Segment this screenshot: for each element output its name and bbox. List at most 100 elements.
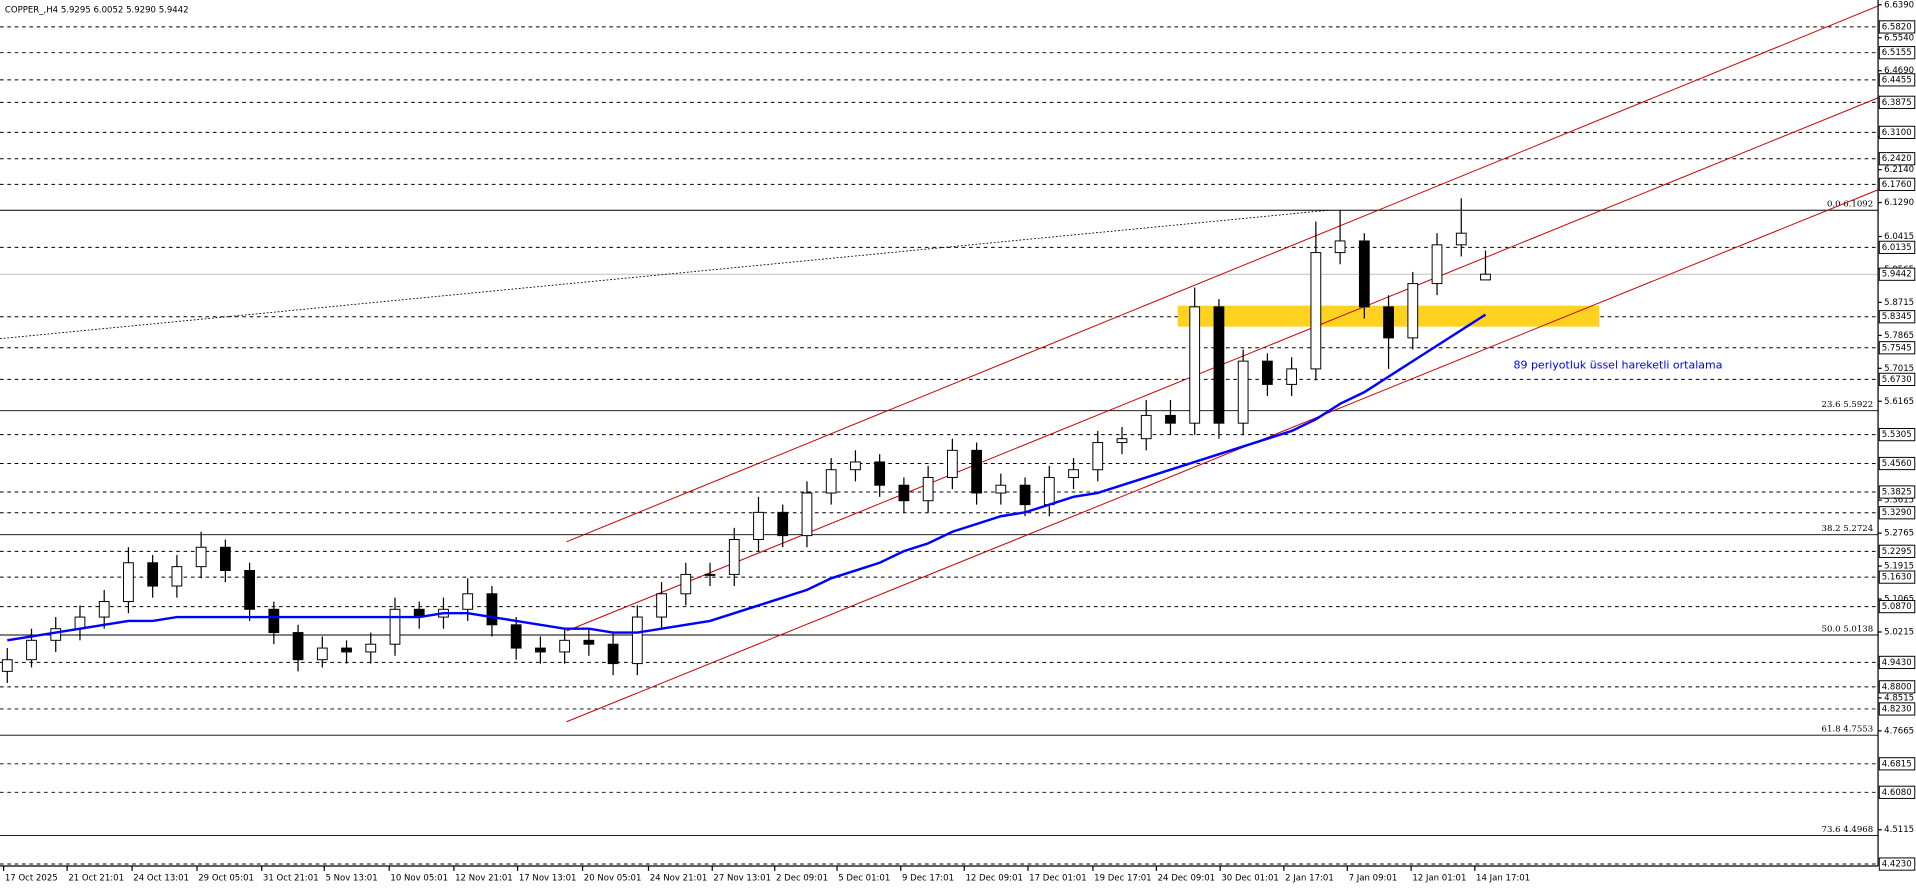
level-label-box [1878, 73, 1916, 87]
candle-body [607, 643, 619, 665]
level-label: 4.6080 [1882, 788, 1912, 798]
x-tick-label: 29 Oct 05:01 [198, 874, 254, 884]
x-tick-label: 17 Dec 01:01 [1029, 874, 1086, 884]
level-label: 5.0870 [1882, 602, 1912, 612]
x-tick-label: 20 Nov 05:01 [584, 874, 642, 884]
x-tick-label: 19 Dec 17:01 [1094, 874, 1151, 884]
fib-label: 0.0 6.1092 [1827, 200, 1873, 210]
candle-body [316, 647, 328, 661]
candle-body [874, 461, 886, 486]
candle-body [801, 492, 813, 537]
x-tick-label: 9 Dec 17:01 [902, 874, 954, 884]
level-label: 4.6815 [1882, 759, 1912, 769]
candle-body [1165, 414, 1176, 424]
x-tick-label: 2 Jan 17:01 [1285, 874, 1334, 884]
level-label: 6.1760 [1882, 180, 1912, 190]
level-label: 5.7545 [1882, 343, 1912, 353]
x-tick-label: 17 Oct 2025 [5, 874, 58, 884]
level-label-box [1878, 125, 1916, 139]
candle-body [1092, 442, 1104, 471]
candle-body [341, 647, 352, 653]
level-label: 5.6730 [1882, 375, 1912, 385]
x-tick-label: 12 Dec 09:01 [965, 874, 1022, 884]
candle-body [535, 647, 546, 653]
level-label-box [1878, 456, 1916, 471]
candle-body [219, 546, 231, 572]
level-label: 4.8800 [1882, 682, 1912, 692]
candle-body [1358, 240, 1370, 308]
candle-body [1068, 469, 1079, 478]
y-tick-label: 5.3615 [1884, 496, 1914, 506]
level-label-box [1878, 757, 1916, 771]
candle-body [50, 628, 62, 641]
candle-body [486, 593, 498, 626]
level-label-box [1878, 570, 1916, 584]
level-label: 6.3875 [1882, 98, 1912, 108]
y-tick-label: 6.6390 [1884, 0, 1914, 10]
level-label: 5.8345 [1882, 312, 1912, 322]
candle-body [583, 639, 595, 645]
x-tick-label: 31 Oct 21:01 [263, 874, 319, 884]
y-tick-label: 5.2765 [1884, 529, 1914, 539]
x-tick-label: 24 Oct 13:01 [133, 874, 189, 884]
x-tick-label: 27 Nov 13:01 [713, 874, 771, 884]
level-label: 4.8230 [1882, 704, 1912, 714]
candle-body [1383, 306, 1394, 339]
level-label-box [1878, 177, 1916, 191]
candle-body [1262, 360, 1273, 385]
candle-body [195, 546, 207, 568]
level-label: 6.2420 [1882, 154, 1912, 164]
current-price-label: 5.9442 [1882, 270, 1912, 280]
candle-body [850, 461, 861, 471]
x-tick-label: 12 Jan 01:01 [1412, 874, 1466, 884]
levels-layer: 0.0 6.1092 23.6 5.5922 38.2 5.2724 50.0 5.0… [0, 26, 1879, 865]
fib-label: 38.2 5.2724 [1822, 524, 1874, 534]
level-label-box [1878, 857, 1916, 871]
candle-body [1140, 414, 1152, 440]
candle-body [244, 570, 255, 610]
ema-annotation: 89 periyotluk üssel hareketli ortalama [1513, 359, 1722, 372]
price-layer [1, 198, 1491, 683]
level-label: 5.1630 [1882, 573, 1912, 583]
candle-body [946, 449, 958, 478]
candle-body [1407, 283, 1419, 339]
fib-label: 73.6 4.4968 [1822, 825, 1874, 835]
candle-body [680, 573, 692, 595]
level-label: 6.0135 [1882, 243, 1912, 253]
level-label: 5.2295 [1882, 547, 1912, 557]
level-label-box [1878, 310, 1916, 324]
candle-body [1043, 476, 1055, 506]
y-tick-label: 6.2140 [1884, 165, 1914, 175]
y-tick-label: 6.0415 [1884, 232, 1914, 242]
channel-line [566, 189, 1879, 723]
y-tick-label: 5.7865 [1884, 331, 1914, 341]
candle-body [1, 659, 13, 672]
channel-line [566, 5, 1879, 543]
y-tick-label: 5.0215 [1884, 627, 1914, 637]
candle-body [389, 608, 401, 645]
candle-body [825, 469, 837, 494]
candle-body [971, 449, 982, 494]
x-tick-label: 24 Dec 09:01 [1158, 874, 1215, 884]
candle-body [26, 639, 37, 661]
candle-body [147, 562, 159, 587]
y-tick-label: 4.8515 [1884, 693, 1914, 703]
current-price-box [1878, 267, 1916, 281]
y-tick-label: 5.6165 [1884, 397, 1914, 407]
candle-body [559, 639, 571, 653]
candle-body [1213, 306, 1225, 424]
y-tick-label: 5.7015 [1884, 364, 1914, 374]
level-label: 5.5305 [1882, 430, 1912, 440]
level-label: 6.5820 [1882, 22, 1912, 32]
candle-body [922, 476, 934, 502]
x-tick-label: 21 Oct 21:01 [68, 874, 124, 884]
level-label-box [1878, 655, 1916, 670]
level-label: 6.4455 [1882, 75, 1912, 85]
fib-label: 61.8 4.7553 [1822, 725, 1874, 735]
x-tick-label: 14 Jan 17:01 [1476, 874, 1530, 884]
candle-body [995, 484, 1007, 494]
level-label: 6.3100 [1882, 128, 1912, 138]
candle-body [656, 593, 667, 618]
